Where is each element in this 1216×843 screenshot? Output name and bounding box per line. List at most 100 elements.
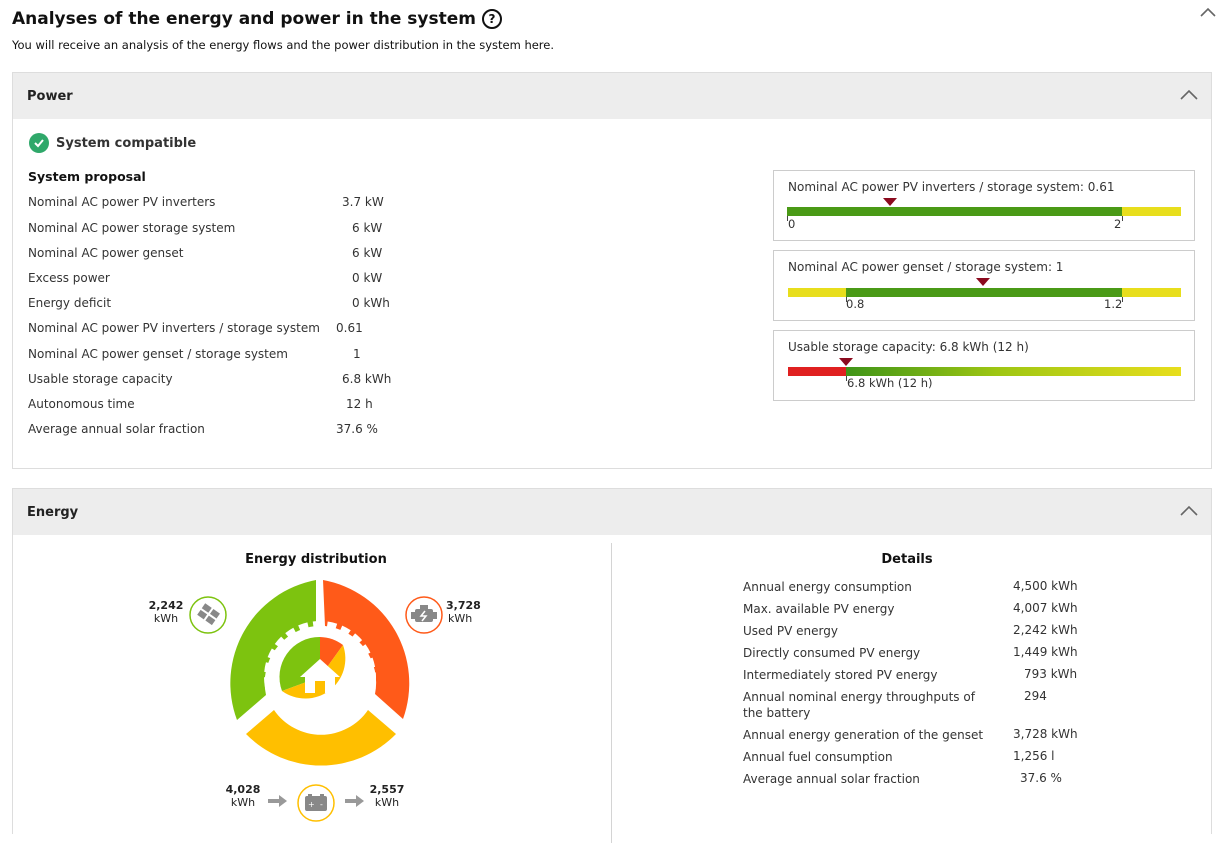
detail-label: Directly consumed PV energy [743,646,921,660]
gauge-label: Nominal AC power genset / storage system… [788,260,1064,274]
arrow-right-icon [345,795,364,807]
gauge-label: Nominal AC power PV inverters / storage … [788,180,1115,194]
proposal-label: Average annual solar fraction [28,422,205,436]
gauge-tick-left: 6.8 kWh (12 h) [847,376,933,390]
battery-icon: + - [297,784,335,822]
proposal-value: 0 kWh [352,296,390,310]
proposal-value: 6.8 kWh [342,372,392,386]
detail-value: 37.6 % [1020,771,1062,785]
energy-distribution-chart [230,580,410,766]
gauge-marker [839,358,853,366]
chevron-up-icon[interactable] [1179,87,1199,101]
page-title-text: Analyses of the energy and power in the … [12,9,476,29]
proposal-label: Excess power [28,271,110,285]
section-divider [611,543,612,843]
proposal-label: Nominal AC power genset / storage system [28,347,288,361]
tick-mark [1122,297,1123,302]
detail-value: 1,449 kWh [1013,645,1078,659]
detail-value: 2,242 kWh [1013,623,1078,637]
battery-in-unit: kWh [230,796,256,809]
power-panel: Power System compatible System proposal … [12,72,1212,469]
battery-in-value: 4,028 [225,783,261,796]
tick-mark [846,297,847,302]
detail-value: 793 kWh [1024,667,1078,681]
detail-value: 3,728 kWh [1013,727,1078,741]
pv-energy-label: 2,242 kWh [143,599,189,625]
house-icon [300,659,340,693]
genset-energy-unit: kWh [448,612,473,625]
power-panel-body: System compatible System proposal Nomina… [13,119,1211,468]
tick-mark [1122,216,1123,221]
gauge-marker [976,278,990,286]
system-status: System compatible [29,133,196,153]
gauge-label: Usable storage capacity: 6.8 kWh (12 h) [788,340,1029,354]
energy-panel-header[interactable]: Energy [13,489,1211,535]
chevron-up-icon[interactable] [1199,5,1216,19]
battery-out-unit: kWh [374,796,400,809]
gauge-genset-ratio: Nominal AC power genset / storage system… [773,250,1195,321]
proposal-label: Energy deficit [28,296,112,310]
proposal-value: 6 kW [352,221,383,235]
proposal-label: Nominal AC power storage system [28,221,236,235]
gauge-bar [788,367,1181,376]
power-panel-header[interactable]: Power [13,73,1211,119]
energy-panel-title: Energy [27,504,79,520]
energy-distribution-title: Energy distribution [245,552,387,567]
gauge-bar [787,207,1181,216]
svg-text:-: - [320,800,323,809]
battery-out-value: 2,557 [369,783,405,796]
battery-segment [246,710,396,766]
gauge-tick-right: 2 [1114,217,1122,231]
pv-energy-value: 2,242 [148,599,184,612]
power-panel-title: Power [27,88,73,104]
genset-icon [405,596,443,634]
proposal-value: 0 kW [352,271,383,285]
tick-mark [787,216,788,221]
gauge-storage-capacity: Usable storage capacity: 6.8 kWh (12 h) … [773,330,1195,401]
proposal-label: Nominal AC power PV inverters / storage … [28,321,320,335]
proposal-value: 3.7 kW [342,195,384,209]
battery-out-label: 2,557 kWh [367,783,407,809]
system-status-label: System compatible [56,135,197,151]
detail-value: 4,500 kWh [1013,579,1078,593]
proposal-title: System proposal [28,169,146,184]
genset-energy-label: 3,728 kWh [446,599,486,625]
proposal-value: 1 [353,347,361,361]
detail-value: 1,256 l [1013,749,1055,763]
proposal-label: Nominal AC power PV inverters [28,195,216,209]
gauge-pv-ratio: Nominal AC power PV inverters / storage … [773,170,1195,241]
help-icon[interactable]: ? [481,9,502,29]
chevron-up-icon[interactable] [1179,503,1199,517]
gauge-tick-left: 0 [788,217,796,231]
detail-label: Annual fuel consumption [743,750,893,764]
proposal-label: Autonomous time [28,397,135,411]
battery-in-label: 4,028 kWh [223,783,263,809]
svg-text:+: + [308,800,315,809]
proposal-value: 6 kW [352,246,383,260]
arrow-right-icon [268,795,287,807]
page-title: Analyses of the energy and power in the … [12,9,502,29]
proposal-label: Usable storage capacity [28,372,173,386]
detail-label: Used PV energy [743,624,838,638]
gauge-bar [788,288,1181,297]
detail-label: Intermediately stored PV energy [743,668,938,682]
gauge-tick-left: 0.8 [846,297,865,311]
check-circle-icon [29,133,49,153]
detail-label: Max. available PV energy [743,602,895,616]
detail-label: Average annual solar fraction [743,772,920,786]
proposal-value: 12 h [346,397,373,411]
proposal-value: 0.61 [336,321,363,335]
page-subtitle: You will receive an analysis of the ener… [12,38,555,52]
gauge-tick-right: 1.2 [1104,297,1123,311]
detail-label: Annual energy consumption [743,580,912,594]
details-title: Details [881,552,933,567]
gauge-marker [883,198,897,206]
genset-energy-value: 3,728 [446,599,481,612]
tick-mark [846,376,847,381]
energy-panel: Energy Energy distribution Details 2,242… [12,488,1212,843]
detail-label: Annual energy generation of the genset [743,728,984,742]
proposal-label: Nominal AC power genset [28,246,184,260]
detail-label: Annual nominal energy throughputs of the… [743,690,975,720]
solar-panel-icon [189,596,227,634]
proposal-value: 37.6 % [336,422,378,436]
